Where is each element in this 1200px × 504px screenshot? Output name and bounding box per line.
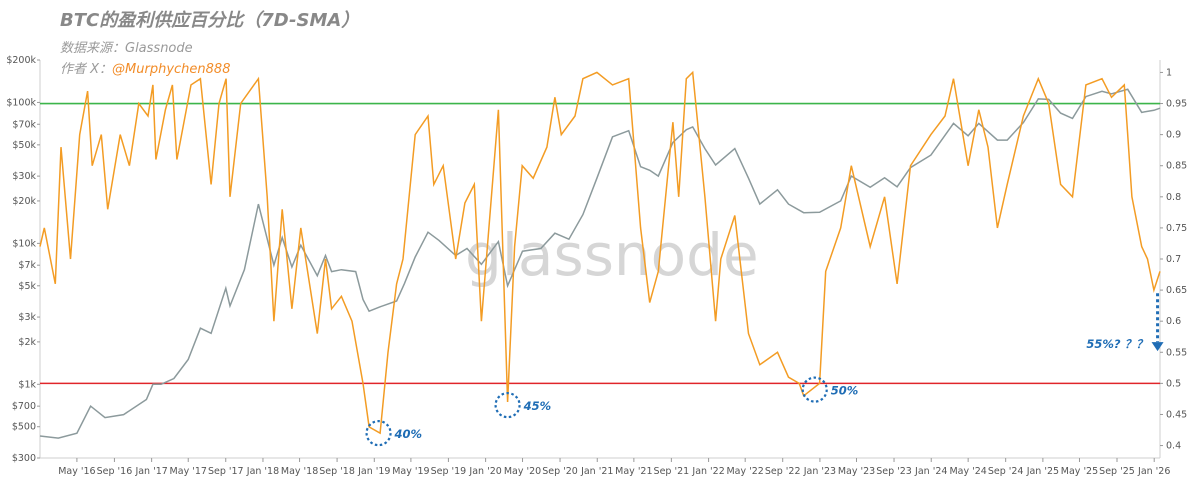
right-tick-label: 0.45 <box>1166 409 1187 420</box>
annotation-label: 45% <box>523 399 552 413</box>
annotation-circle <box>801 376 828 403</box>
watermark: glassnode <box>465 221 759 289</box>
left-tick-label: $50k <box>12 140 36 151</box>
left-tick-label: $30k <box>12 171 36 182</box>
x-axis-ticks: May '16 Sep '16 Jan '17 May '17 Sep '17 Jan '… <box>58 458 1170 477</box>
x-tick-label: May '20 <box>504 466 541 477</box>
x-tick-label: Jan '26 <box>1137 466 1170 477</box>
right-tick-label: 0.55 <box>1166 347 1187 358</box>
x-tick-label: Sep '18 <box>319 466 355 477</box>
left-tick-label: $5k <box>18 281 36 292</box>
x-tick-label: May '24 <box>949 466 986 477</box>
annotation-circle <box>365 420 392 447</box>
x-tick-label: Sep '20 <box>542 466 578 477</box>
x-tick-label: May '25 <box>1061 466 1098 477</box>
author-prefix: 作者 X： <box>60 62 113 77</box>
annotation-label: 55%? ？？ <box>1086 337 1147 351</box>
x-tick-label: Sep '17 <box>208 466 244 477</box>
x-tick-label: Jan '19 <box>357 466 390 477</box>
right-axis-ticks: 0.4 0.45 0.5 0.55 0.6 0.65 0.7 0.75 0.8 0.85 0.9 0.… <box>1160 67 1187 452</box>
author-handle: @Murphychen888 <box>112 62 231 77</box>
right-tick-label: 0.6 <box>1166 316 1181 327</box>
author-label: 作者 X：@Murphychen888 <box>60 58 230 77</box>
left-tick-label: $700 <box>12 401 36 412</box>
x-tick-label: Jan '21 <box>580 466 613 477</box>
x-tick-label: Jan '25 <box>1026 466 1059 477</box>
x-tick-label: Sep '21 <box>654 466 690 477</box>
annotation-arrow-head <box>1151 342 1164 352</box>
right-tick-label: 0.65 <box>1166 285 1187 296</box>
x-tick-label: May '19 <box>392 466 429 477</box>
x-tick-label: May '17 <box>170 466 207 477</box>
right-tick-label: 0.5 <box>1166 378 1181 389</box>
annotation-circle <box>494 392 521 419</box>
left-tick-label: $100k <box>6 97 36 108</box>
x-tick-label: Sep '16 <box>97 466 133 477</box>
x-tick-label: Sep '25 <box>1099 466 1135 477</box>
x-tick-label: Jan '23 <box>803 466 836 477</box>
x-tick-label: Jan '17 <box>134 466 167 477</box>
left-tick-label: $3k <box>18 312 36 323</box>
right-tick-label: 0.8 <box>1166 192 1181 203</box>
left-tick-label: $20k <box>12 196 36 207</box>
left-tick-label: $7k <box>18 260 36 271</box>
x-tick-label: May '18 <box>281 466 318 477</box>
left-tick-label: $70k <box>12 119 36 130</box>
x-tick-label: May '23 <box>838 466 875 477</box>
x-tick-label: Sep '19 <box>431 466 467 477</box>
left-tick-label: $2k <box>18 337 36 348</box>
x-tick-label: Jan '24 <box>914 466 947 477</box>
left-tick-label: $500 <box>12 422 36 433</box>
annotation-label: 50% <box>831 384 859 398</box>
x-tick-label: Jan '20 <box>468 466 501 477</box>
right-tick-label: 0.4 <box>1166 441 1181 452</box>
btc-price-line <box>39 88 1161 439</box>
annotations: 40% 45% 50% 55%? ？？ <box>365 293 1164 447</box>
left-tick-label: $300 <box>12 453 36 464</box>
annotation-label: 40% <box>394 427 423 441</box>
x-tick-label: May '16 <box>58 466 95 477</box>
left-tick-label: $10k <box>12 238 36 249</box>
right-tick-label: 0.7 <box>1166 254 1181 265</box>
x-tick-label: Sep '24 <box>988 466 1024 477</box>
right-tick-label: 0.9 <box>1166 130 1181 141</box>
left-axis-ticks: $300 $500 $700 $1k $2k $3k $5k $7k $10k $20k $30k $… <box>6 55 40 464</box>
x-tick-label: Jan '18 <box>246 466 279 477</box>
left-tick-label: $200k <box>6 55 36 66</box>
chart-title: BTC的盈利供应百分比（7D-SMA） <box>60 10 360 31</box>
right-tick-label: 0.75 <box>1166 223 1187 234</box>
right-tick-label: 0.95 <box>1166 99 1187 110</box>
left-tick-label: $1k <box>18 379 36 390</box>
x-tick-label: May '21 <box>615 466 652 477</box>
x-tick-label: Sep '22 <box>765 466 801 477</box>
right-tick-label: 0.85 <box>1166 161 1187 172</box>
x-tick-label: Sep '23 <box>876 466 912 477</box>
x-tick-label: Jan '22 <box>691 466 724 477</box>
x-tick-label: May '22 <box>726 466 763 477</box>
supply-in-profit-line <box>39 70 1161 435</box>
right-tick-label: 1 <box>1166 67 1172 78</box>
data-source-label: 数据来源：Glassnode <box>60 41 193 56</box>
